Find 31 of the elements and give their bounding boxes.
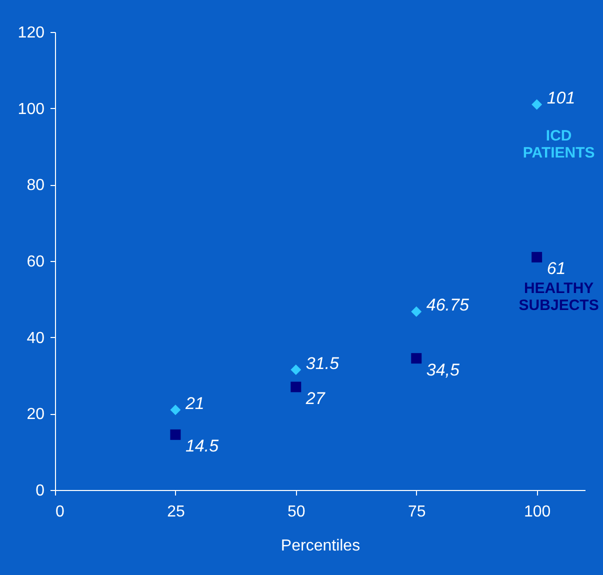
data-label: 31.5: [306, 354, 340, 373]
point: [411, 353, 422, 364]
point: [170, 429, 181, 440]
data-label: 46.75: [426, 296, 470, 315]
y-tick-label: 0: [36, 482, 45, 500]
data-label: 61: [546, 259, 566, 278]
y-tick-label: 40: [26, 330, 45, 347]
point: [411, 306, 422, 317]
point: [290, 364, 302, 376]
point: [170, 404, 181, 416]
x-tick-label: 75: [408, 504, 426, 520]
data-label: 14.5: [185, 436, 220, 456]
x-tick-label: 50: [288, 504, 306, 520]
data-label: 34,5: [426, 360, 460, 380]
y-tick-label: 120: [18, 24, 45, 42]
series-label: HEALTHY SUBJECTS: [518, 280, 599, 314]
x-tick-label: 0: [56, 504, 64, 520]
x-tick-label: 100: [524, 504, 551, 520]
point: [532, 252, 542, 262]
y-tick-label: 60: [26, 254, 45, 270]
data-label: 101: [546, 88, 576, 108]
series-label: ICD PATIENTS: [522, 128, 595, 162]
data-label: 27: [304, 388, 326, 408]
point: [532, 99, 542, 110]
y-tick-label: 100: [18, 100, 45, 118]
x-axis-title: Percentiles: [280, 538, 360, 554]
x-tick-label: 25: [167, 504, 185, 520]
y-tick-label: 20: [26, 406, 45, 424]
data-label: 21: [184, 394, 204, 413]
y-tick-label: 80: [26, 177, 45, 194]
point: [290, 382, 302, 392]
